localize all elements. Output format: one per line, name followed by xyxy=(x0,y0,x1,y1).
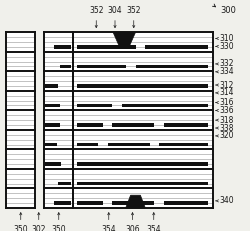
Bar xyxy=(77,104,112,107)
Bar xyxy=(6,32,35,208)
Bar xyxy=(45,162,61,166)
Text: 316: 316 xyxy=(220,98,234,107)
Text: 354: 354 xyxy=(146,213,161,231)
Text: 350: 350 xyxy=(52,213,66,231)
Bar xyxy=(77,182,208,185)
Bar xyxy=(45,123,60,127)
Bar xyxy=(58,182,71,185)
Text: 304: 304 xyxy=(108,6,122,28)
Bar xyxy=(112,201,154,205)
Text: 352: 352 xyxy=(126,6,141,28)
Bar xyxy=(77,65,126,68)
Bar xyxy=(145,45,208,49)
Bar xyxy=(164,123,208,127)
Text: 300: 300 xyxy=(220,6,236,15)
Text: 310: 310 xyxy=(220,34,234,43)
Bar xyxy=(112,123,154,127)
Bar xyxy=(77,143,98,146)
Bar xyxy=(45,143,57,146)
Text: 306: 306 xyxy=(125,213,140,231)
Text: 354: 354 xyxy=(102,213,116,231)
Text: 350: 350 xyxy=(14,213,28,231)
Text: 320: 320 xyxy=(220,131,234,140)
Text: 314: 314 xyxy=(220,88,234,97)
Text: 330: 330 xyxy=(220,42,234,51)
Bar xyxy=(108,143,150,146)
Bar xyxy=(159,143,208,146)
Polygon shape xyxy=(113,32,136,45)
Bar xyxy=(44,32,72,208)
Bar xyxy=(54,45,71,49)
Polygon shape xyxy=(126,195,145,208)
Bar xyxy=(72,32,212,208)
Text: 340: 340 xyxy=(220,196,234,205)
Text: 338: 338 xyxy=(220,124,234,133)
Bar xyxy=(45,104,60,107)
Text: 332: 332 xyxy=(220,59,234,68)
Bar xyxy=(164,201,208,205)
Text: 334: 334 xyxy=(220,67,234,76)
Text: 302: 302 xyxy=(32,213,46,231)
Bar xyxy=(77,201,103,205)
Text: 318: 318 xyxy=(220,116,234,125)
Bar xyxy=(77,84,208,88)
Bar xyxy=(77,123,103,127)
Bar xyxy=(77,45,136,49)
Bar xyxy=(54,201,71,205)
Bar xyxy=(122,104,208,107)
Text: 352: 352 xyxy=(89,6,104,28)
Bar xyxy=(77,162,208,166)
Bar xyxy=(136,65,208,68)
Text: 312: 312 xyxy=(220,81,234,89)
Bar xyxy=(60,65,71,68)
Bar xyxy=(45,84,58,88)
Text: 336: 336 xyxy=(220,106,234,115)
